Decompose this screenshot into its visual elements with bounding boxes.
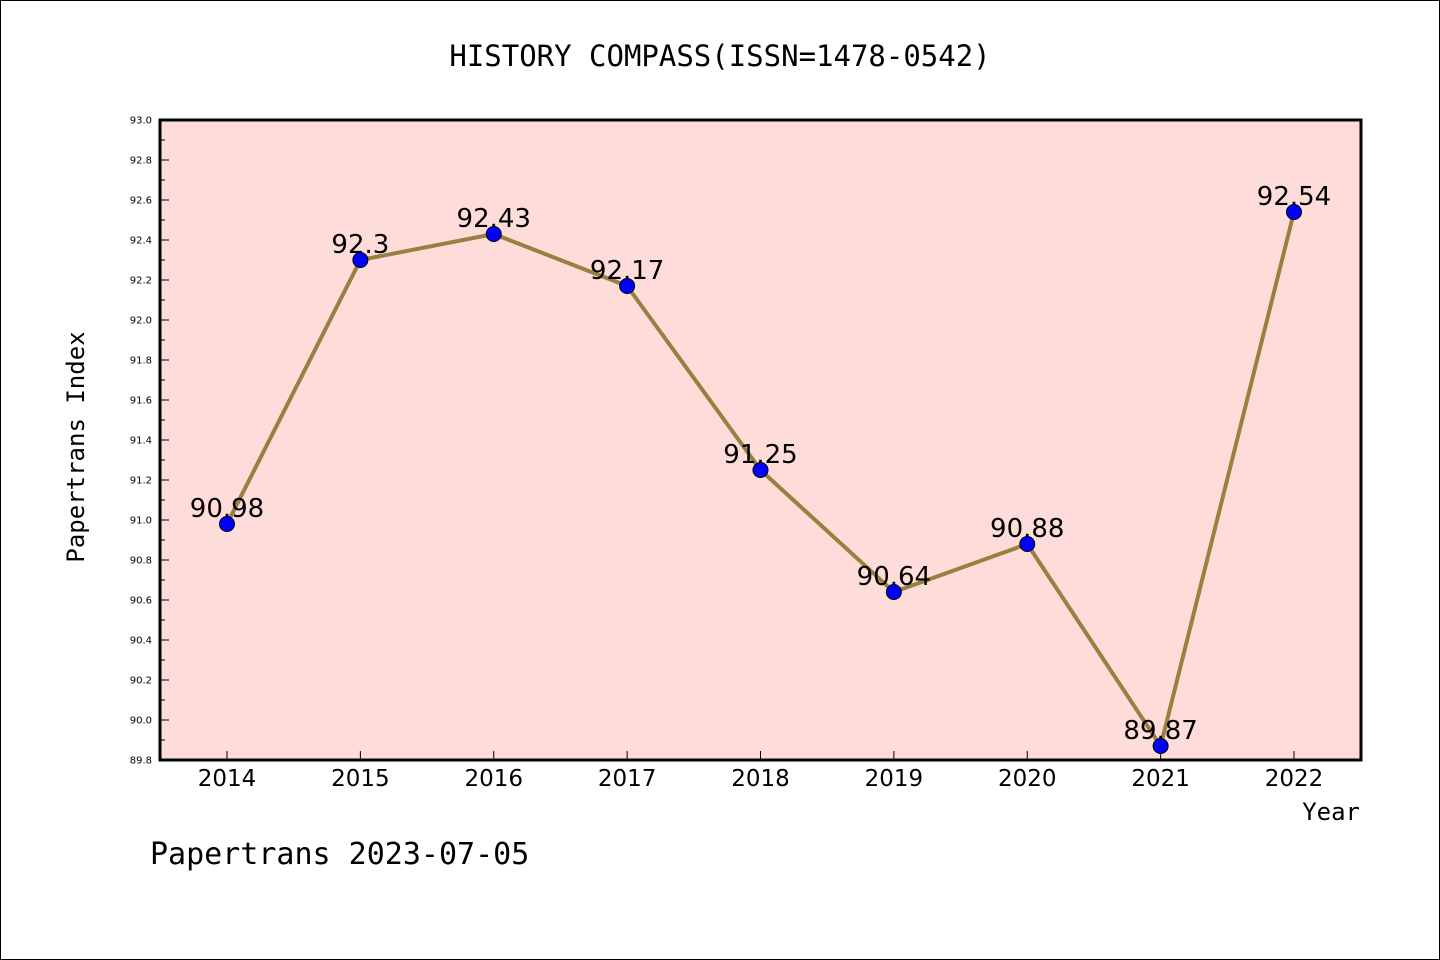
chart-title: HISTORY COMPASS(ISSN=1478-0542): [449, 39, 990, 73]
x-tick-label: 2018: [731, 766, 790, 792]
data-labels: 90.98 92.3 92.43 92.17 91.25 90.64 90.88 89.87 9…: [190, 182, 1331, 746]
x-tick-label: 2019: [865, 766, 924, 792]
y-tick-label: 93.0: [130, 116, 152, 127]
y-axis-label: Papertrans Index: [62, 331, 90, 562]
data-point: [1152, 738, 1169, 754]
x-tick-label: 2015: [331, 766, 390, 792]
data-label: 90.88: [990, 514, 1064, 544]
y-tick-label: 91.8: [130, 356, 152, 367]
y-tick-label: 92.0: [130, 316, 152, 327]
data-label: 91.25: [723, 440, 797, 470]
data-label: 92.17: [590, 256, 664, 286]
data-point: [1286, 204, 1302, 220]
y-tick-label: 92.2: [130, 276, 152, 287]
data-label: 92.54: [1257, 182, 1331, 212]
data-point: [219, 516, 235, 532]
x-tick-label: 2020: [998, 766, 1057, 792]
data-label: 90.98: [190, 494, 264, 524]
y-tick-label: 91.4: [130, 436, 152, 447]
data-point: [352, 252, 369, 268]
footer-text: Papertrans 2023-07-05: [150, 837, 529, 872]
data-point: [485, 226, 502, 242]
y-tick-label: 89.8: [130, 756, 152, 767]
data-markers: [219, 204, 1302, 754]
data-label: 92.43: [457, 204, 531, 234]
y-tick-label: 92.4: [130, 236, 152, 247]
x-axis-label: Year: [1302, 798, 1360, 826]
data-label: 90.64: [857, 562, 931, 592]
x-tick-label: 2017: [598, 766, 657, 792]
y-axis-ticks: 89.8 90.0 90.2 90.4 90.6 90.8 91.0 91.2 91.4 91.6…: [130, 116, 169, 767]
y-tick-label: 90.6: [130, 596, 152, 607]
data-point: [752, 462, 769, 478]
data-point: [1019, 536, 1036, 552]
x-tick-label: 2021: [1131, 766, 1190, 792]
y-tick-label: 90.8: [130, 556, 152, 567]
x-tick-label: 2016: [464, 766, 523, 792]
plot-area: [158, 118, 1363, 762]
data-label: 92.3: [331, 230, 389, 260]
y-tick-label: 91.2: [130, 476, 152, 487]
data-label: 89.87: [1123, 716, 1197, 746]
x-axis-ticks: 2014 2015 2016 2017 2018 2019 2020 2021 2022: [198, 751, 1324, 792]
x-tick-label: 2022: [1265, 766, 1324, 792]
y-tick-label: 90.0: [130, 716, 152, 727]
x-tick-label: 2014: [198, 766, 257, 792]
data-point: [619, 278, 636, 294]
y-tick-label: 91.0: [130, 516, 152, 527]
y-tick-label: 91.6: [130, 396, 152, 407]
y-tick-label: 90.4: [130, 636, 152, 647]
y-tick-label: 92.6: [130, 196, 152, 207]
y-tick-label: 92.8: [130, 156, 152, 167]
data-point: [885, 584, 902, 600]
y-tick-label: 90.2: [130, 676, 152, 687]
